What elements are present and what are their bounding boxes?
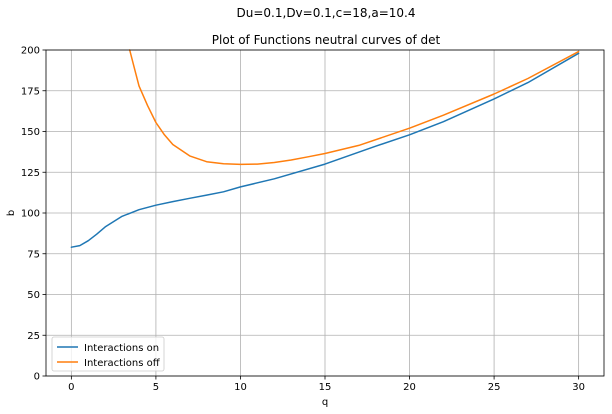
y-tick-label: 150 — [21, 127, 40, 138]
series-layer — [70, 49, 580, 248]
y-tick-label: 0 — [34, 372, 40, 383]
y-tick-label: 75 — [27, 249, 40, 260]
y-tick-label: 50 — [27, 290, 40, 301]
x-tick-label: 10 — [234, 382, 247, 393]
series-line-interactions-on — [70, 52, 580, 248]
grid-layer — [46, 49, 604, 377]
legend-label-interactions-on: Interactions on — [84, 343, 159, 354]
tick-layer: 0 5 10 15 20 25 30 0 25 50 75 100 125 150 175 200 — [21, 46, 585, 394]
x-tick-label: 25 — [488, 382, 501, 393]
chart-suptitle: Du=0.1,Dv=0.1,c=18,a=10.4 — [237, 6, 416, 20]
x-tick-label: 30 — [572, 382, 585, 393]
x-tick-label: 20 — [403, 382, 416, 393]
y-axis-label: b — [6, 210, 17, 216]
x-tick-label: 15 — [319, 382, 332, 393]
legend: Interactions on Interactions off — [51, 336, 165, 372]
y-tick-label: 25 — [27, 331, 40, 342]
y-tick-label: 100 — [21, 209, 40, 220]
chart-title: Plot of Functions neutral curves of det — [212, 33, 441, 47]
x-axis-label: q — [322, 397, 328, 408]
series-line-interactions-off — [128, 49, 580, 166]
y-tick-label: 200 — [21, 46, 40, 57]
y-tick-label: 125 — [21, 168, 40, 179]
x-tick-label: 0 — [68, 382, 74, 393]
x-tick-label: 5 — [153, 382, 159, 393]
legend-box — [51, 336, 165, 372]
y-tick-label: 175 — [21, 86, 40, 97]
legend-label-interactions-off: Interactions off — [84, 358, 161, 369]
